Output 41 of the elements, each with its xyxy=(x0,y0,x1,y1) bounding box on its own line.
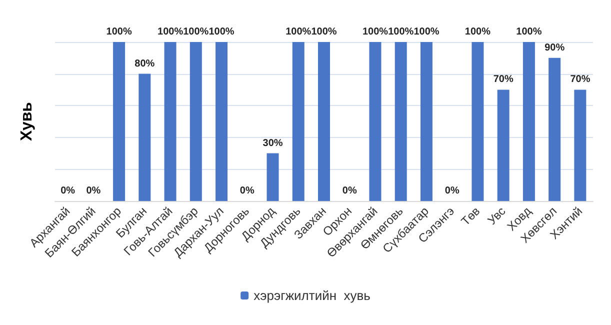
data-label: 100% xyxy=(106,26,132,38)
bar xyxy=(369,42,382,201)
bar xyxy=(318,42,330,201)
y-axis-title: Хувь xyxy=(18,102,36,142)
data-label: 100% xyxy=(388,26,414,38)
bar xyxy=(548,58,561,201)
data-label: 30% xyxy=(262,138,283,149)
bar xyxy=(164,42,176,201)
bar xyxy=(522,42,535,201)
data-label: 70% xyxy=(570,74,590,86)
data-label: 100% xyxy=(311,26,337,38)
data-label: 0% xyxy=(240,186,254,196)
data-label: 100% xyxy=(208,26,234,38)
data-label: 0% xyxy=(60,186,76,196)
data-label: 0% xyxy=(86,186,101,196)
bar xyxy=(574,90,586,201)
bar xyxy=(216,42,228,201)
bar xyxy=(138,74,151,201)
x-tick-label: Төв xyxy=(458,204,483,228)
data-label: 100% xyxy=(183,26,209,38)
bar xyxy=(497,90,510,201)
data-label: 0% xyxy=(342,186,357,196)
data-label: 100% xyxy=(362,26,388,38)
data-label: 90% xyxy=(544,42,565,54)
data-label: 100% xyxy=(516,26,542,38)
data-label: 80% xyxy=(134,58,155,70)
bar xyxy=(113,42,126,201)
bar xyxy=(266,153,279,201)
bar xyxy=(190,42,202,201)
bar xyxy=(420,42,432,201)
data-label: 100% xyxy=(286,26,312,38)
data-label: 100% xyxy=(414,26,440,38)
bar xyxy=(394,42,407,201)
x-tick-label: Увс xyxy=(484,204,508,228)
data-label: 100% xyxy=(157,26,184,38)
data-label: 100% xyxy=(464,26,491,38)
bar xyxy=(292,42,304,201)
data-label: 0% xyxy=(444,186,460,196)
bar xyxy=(472,42,484,201)
legend-label: хэрэгжилтийн хувь xyxy=(254,288,371,303)
data-label: 70% xyxy=(493,74,514,86)
